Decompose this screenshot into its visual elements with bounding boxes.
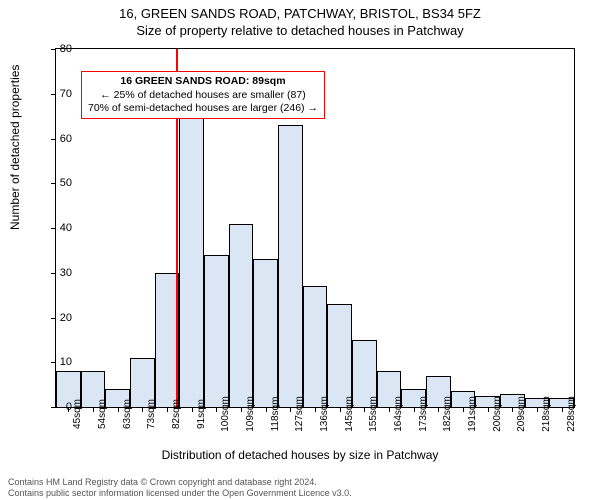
x-tick-label: 228sqm bbox=[566, 396, 577, 432]
footer-line-1: Contains HM Land Registry data © Crown c… bbox=[8, 477, 352, 487]
histogram-bar bbox=[303, 286, 328, 407]
x-tick-label: 145sqm bbox=[344, 396, 355, 432]
x-axis-label: Distribution of detached houses by size … bbox=[0, 448, 600, 462]
x-tick-label: 164sqm bbox=[393, 396, 404, 432]
x-tick-label: 218sqm bbox=[541, 396, 552, 432]
histogram-bar bbox=[179, 112, 204, 407]
chart-plot-area: 16 GREEN SANDS ROAD: 89sqm← 25% of detac… bbox=[55, 48, 575, 408]
x-tick-label: 155sqm bbox=[368, 396, 379, 432]
x-tick-label: 191sqm bbox=[467, 396, 478, 432]
x-tick-label: 54sqm bbox=[97, 399, 108, 429]
x-tick-label: 209sqm bbox=[516, 396, 527, 432]
x-tick-label: 200sqm bbox=[492, 396, 503, 432]
footer-attribution: Contains HM Land Registry data © Crown c… bbox=[8, 477, 352, 498]
x-tick-label: 45sqm bbox=[72, 399, 83, 429]
info-line: 70% of semi-detached houses are larger (… bbox=[88, 102, 318, 115]
y-tick-label: 80 bbox=[52, 43, 72, 55]
info-line: ← 25% of detached houses are smaller (87… bbox=[88, 89, 318, 102]
x-tick-label: 91sqm bbox=[196, 399, 207, 429]
x-tick-label: 118sqm bbox=[270, 397, 281, 432]
x-tick-label: 73sqm bbox=[146, 399, 157, 429]
x-tick-label: 100sqm bbox=[220, 396, 231, 432]
y-tick-label: 60 bbox=[52, 133, 72, 145]
x-tick-label: 136sqm bbox=[319, 396, 330, 432]
info-line: 16 GREEN SANDS ROAD: 89sqm bbox=[88, 75, 318, 88]
histogram-bar bbox=[327, 304, 352, 407]
footer-line-2: Contains public sector information licen… bbox=[8, 488, 352, 498]
x-tick-label: 173sqm bbox=[418, 396, 429, 432]
y-tick-label: 50 bbox=[52, 177, 72, 189]
y-tick-label: 0 bbox=[52, 401, 72, 413]
x-tick-label: 109sqm bbox=[245, 396, 256, 432]
x-tick-label: 127sqm bbox=[294, 396, 305, 432]
x-tick-label: 63sqm bbox=[122, 399, 133, 429]
x-tick-label: 182sqm bbox=[442, 396, 453, 432]
title-line-2: Size of property relative to detached ho… bbox=[0, 23, 600, 38]
property-info-box: 16 GREEN SANDS ROAD: 89sqm← 25% of detac… bbox=[81, 71, 325, 118]
y-tick-label: 20 bbox=[52, 312, 72, 324]
y-axis-label: Number of detached properties bbox=[8, 65, 22, 230]
histogram-bar bbox=[278, 125, 303, 407]
x-tick-label: 82sqm bbox=[171, 399, 182, 429]
histogram-bar bbox=[229, 224, 254, 407]
title-block: 16, GREEN SANDS ROAD, PATCHWAY, BRISTOL,… bbox=[0, 0, 600, 38]
histogram-bar bbox=[204, 255, 229, 407]
y-tick-label: 30 bbox=[52, 267, 72, 279]
y-tick-label: 10 bbox=[52, 356, 72, 368]
histogram-bar bbox=[253, 259, 278, 407]
y-tick-label: 40 bbox=[52, 222, 72, 234]
y-tick-label: 70 bbox=[52, 88, 72, 100]
title-line-1: 16, GREEN SANDS ROAD, PATCHWAY, BRISTOL,… bbox=[0, 6, 600, 21]
